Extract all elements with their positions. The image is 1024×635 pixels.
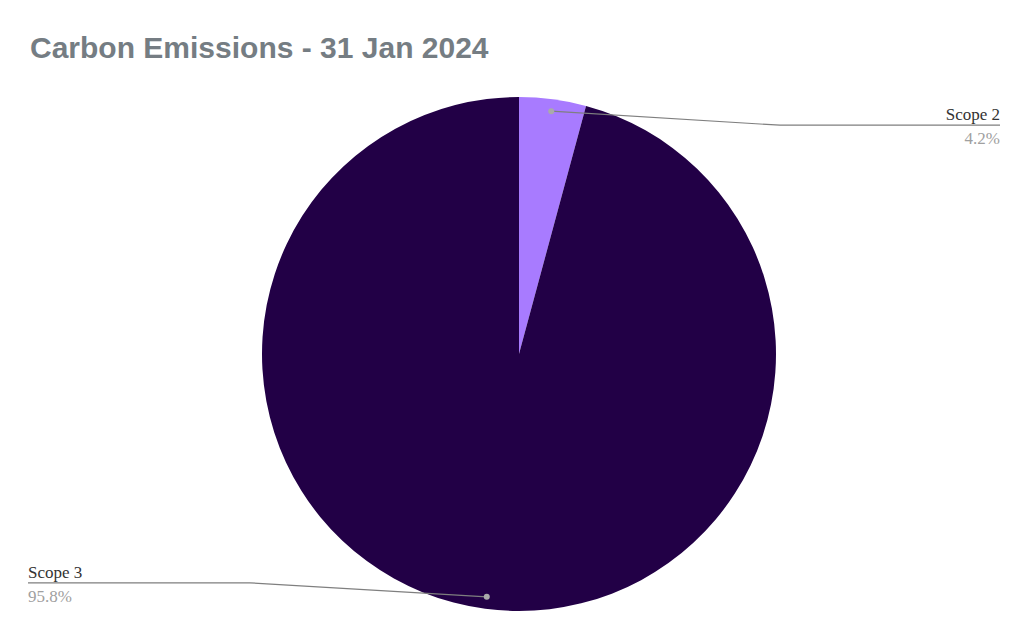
svg-text:95.8%: 95.8% <box>28 587 72 606</box>
html-text:Carbon Emissions - 31 Jan 2024: Carbon Emissions - 31 Jan 2024 <box>30 31 489 64</box>
svg-text:Scope 3: Scope 3 <box>28 563 82 582</box>
svg-text:4.2%: 4.2% <box>965 129 1000 148</box>
svg-text:Scope 2: Scope 2 <box>946 105 1000 124</box>
